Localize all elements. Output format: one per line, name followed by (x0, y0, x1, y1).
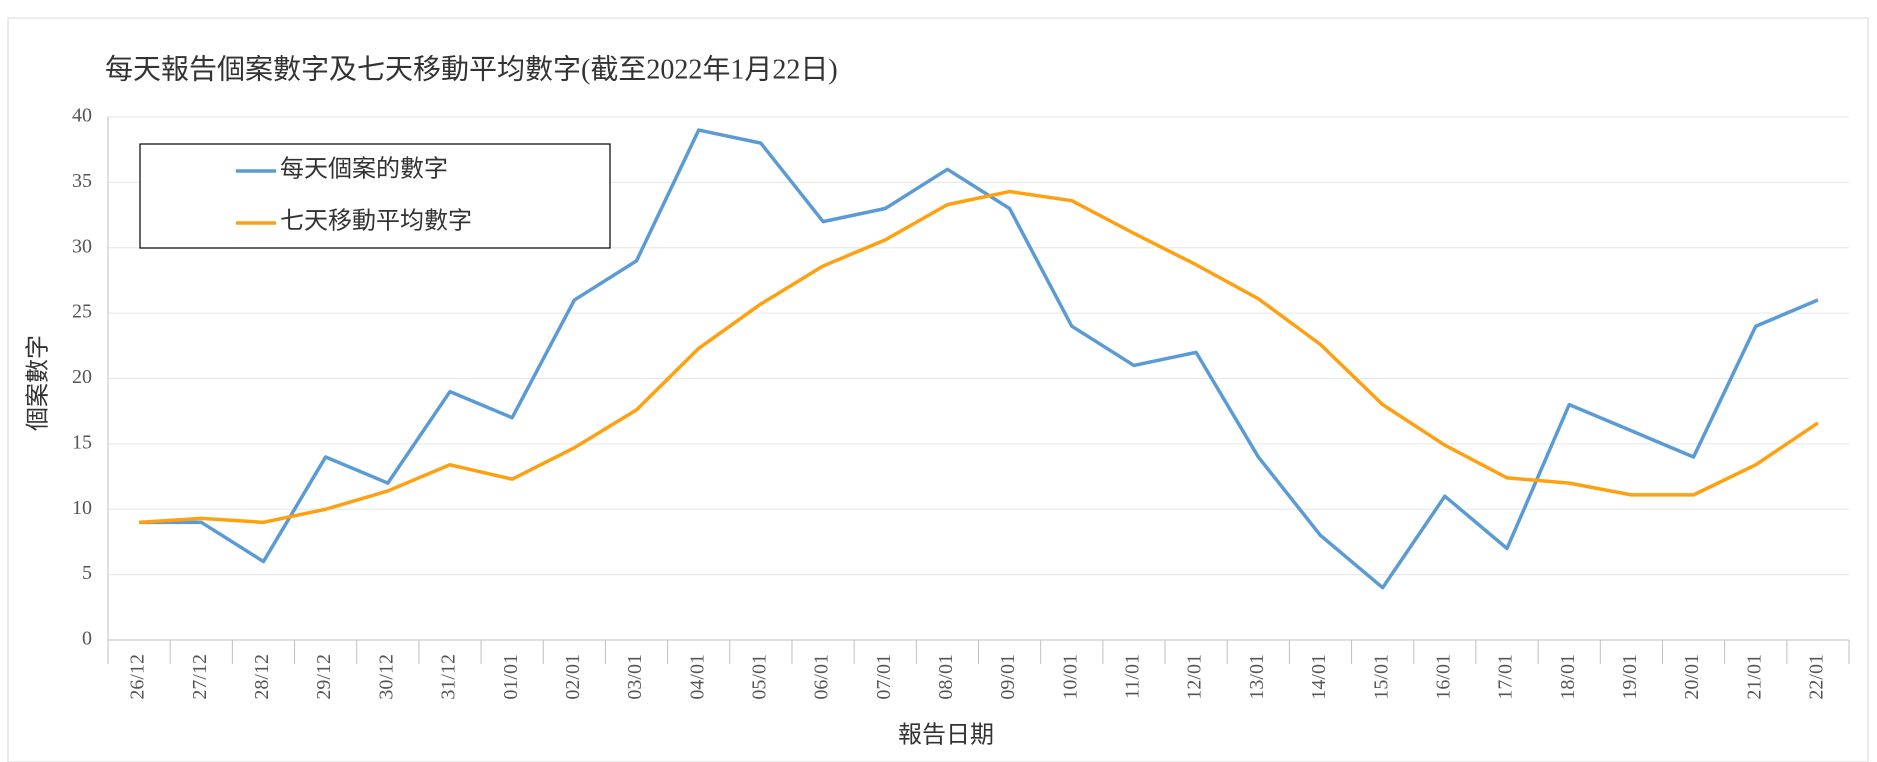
x-tick-label: 07/01 (873, 654, 895, 700)
y-axis-label: 個案數字 (25, 335, 52, 431)
x-tick-label: 01/01 (500, 654, 522, 700)
x-tick-label: 30/12 (375, 654, 397, 700)
x-tick-label: 11/01 (1122, 654, 1144, 699)
y-tick-label: 30 (72, 235, 92, 257)
x-axis-label: 報告日期 (898, 722, 994, 749)
x-tick-label: 04/01 (686, 654, 708, 700)
x-tick-label: 15/01 (1370, 654, 1392, 700)
chart-title: 每天報告個案數字及七天移動平均數字(截至2022年1月22日) (105, 53, 838, 85)
y-tick-label: 10 (72, 497, 92, 519)
x-tick-label: 03/01 (624, 654, 646, 700)
chart-border (7, 17, 1869, 762)
y-tick-label: 35 (72, 170, 92, 192)
x-tick-label: 28/12 (251, 654, 273, 700)
y-tick-label: 5 (82, 562, 92, 584)
x-tick-label: 31/12 (438, 654, 460, 700)
x-tick-label: 21/01 (1743, 654, 1765, 700)
y-tick-label: 20 (72, 366, 92, 388)
x-tick-label: 19/01 (1619, 654, 1641, 700)
data-line (138, 189, 1819, 525)
x-tick-label: 10/01 (1059, 654, 1081, 700)
x-tick-label: 18/01 (1557, 654, 1579, 700)
y-tick-label: 25 (72, 301, 92, 323)
x-tick-label: 22/01 (1806, 654, 1828, 700)
x-tick-label: 05/01 (748, 654, 770, 700)
x-tick-label: 12/01 (1184, 654, 1206, 700)
y-tick-label: 15 (72, 431, 92, 453)
x-tick-label: 20/01 (1681, 654, 1703, 700)
x-tick-label: 26/12 (127, 654, 149, 700)
y-tick-label: 40 (72, 105, 92, 127)
y-tick-label: 0 (82, 628, 92, 650)
x-tick-label: 29/12 (313, 654, 335, 700)
x-tick-label: 17/01 (1495, 654, 1517, 700)
x-tick-label: 02/01 (562, 654, 584, 700)
legend-box (139, 143, 611, 249)
x-tick-label: 06/01 (811, 654, 833, 700)
x-tick-label: 08/01 (935, 654, 957, 700)
legend-label: 每天個案的數字 (280, 156, 448, 183)
x-tick-label: 09/01 (997, 654, 1019, 700)
data-line (139, 128, 1819, 590)
legend-label: 七天移動平均數字 (280, 208, 472, 235)
x-tick-label: 14/01 (1308, 654, 1330, 700)
x-tick-label: 16/01 (1432, 654, 1454, 700)
x-tick-label: 13/01 (1246, 654, 1268, 700)
x-tick-label: 27/12 (189, 654, 211, 700)
